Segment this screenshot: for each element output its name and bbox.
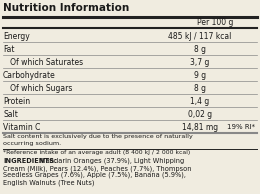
Text: 9 g: 9 g: [194, 71, 206, 80]
Text: English Walnuts (Tree Nuts): English Walnuts (Tree Nuts): [3, 179, 94, 185]
Text: Energy: Energy: [3, 32, 30, 41]
Text: Protein: Protein: [3, 97, 30, 106]
Text: Of which Sugars: Of which Sugars: [3, 84, 72, 93]
Text: Carbohydrate: Carbohydrate: [3, 71, 56, 80]
Text: 3,7 g: 3,7 g: [190, 58, 210, 67]
Text: 0,02 g: 0,02 g: [188, 110, 212, 119]
Text: *Reference intake of an average adult (8 400 kJ / 2 000 kcal): *Reference intake of an average adult (8…: [3, 150, 190, 155]
Text: 8 g: 8 g: [194, 84, 206, 93]
Text: 14,81 mg: 14,81 mg: [182, 123, 218, 132]
Text: 1,4 g: 1,4 g: [190, 97, 210, 106]
Text: Nutrition Information: Nutrition Information: [3, 3, 129, 13]
Text: Salt content is exclusively due to the presence of naturally: Salt content is exclusively due to the p…: [3, 134, 193, 139]
Text: 485 kJ / 117 kcal: 485 kJ / 117 kcal: [168, 32, 232, 41]
Text: Seedless Grapes (7.6%), Apple (7.5%), Banana (5.9%),: Seedless Grapes (7.6%), Apple (7.5%), Ba…: [3, 172, 186, 178]
Text: 8 g: 8 g: [194, 45, 206, 54]
Text: Mandarin Oranges (37.9%), Light Whipping: Mandarin Oranges (37.9%), Light Whipping: [40, 158, 184, 165]
Text: INGREDIENTS:: INGREDIENTS:: [3, 158, 57, 164]
Text: Of which Saturates: Of which Saturates: [3, 58, 83, 67]
Text: Vitamin C: Vitamin C: [3, 123, 40, 132]
Text: 19% RI*: 19% RI*: [227, 124, 255, 130]
Text: occurring sodium.: occurring sodium.: [3, 141, 61, 146]
Text: Per 100 g: Per 100 g: [197, 18, 233, 27]
Text: Fat: Fat: [3, 45, 15, 54]
Text: Salt: Salt: [3, 110, 18, 119]
Text: Cream (Milk), Pears (12.4%), Peaches (7.7%), Thompson: Cream (Milk), Pears (12.4%), Peaches (7.…: [3, 165, 192, 171]
